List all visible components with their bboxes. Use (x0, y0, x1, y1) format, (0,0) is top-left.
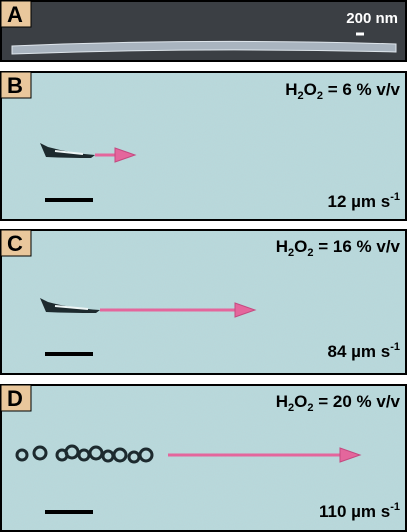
panel-label: A (7, 2, 23, 27)
condition-text: H (276, 392, 288, 411)
condition-label: H2O2 = 20 % v/v (276, 392, 401, 414)
condition-text: H (285, 80, 297, 99)
panel-label: C (7, 231, 23, 256)
condition-text: = 16 % v/v (314, 237, 401, 256)
condition-text: = 6 % v/v (323, 80, 401, 99)
speed-text: 84 µm s (327, 342, 390, 361)
speed-label: 12 µm s-1 (327, 191, 400, 211)
scale-label: 200 nm (346, 10, 398, 27)
condition-text: H (276, 237, 288, 256)
superscript: -1 (390, 191, 400, 203)
superscript: -1 (390, 501, 400, 513)
condition-text: = 20 % v/v (314, 392, 401, 411)
speed-text: 110 µm s (319, 502, 390, 521)
condition-text: O (304, 80, 317, 99)
speed-label: 84 µm s-1 (327, 341, 400, 361)
condition-text: O (294, 392, 307, 411)
condition-label: H2O2 = 16 % v/v (276, 237, 401, 259)
panel-label: D (7, 386, 23, 411)
speed-label: 110 µm s-1 (319, 501, 400, 521)
panel-label: B (7, 73, 23, 98)
figure: 200 nmAH2O2 = 6 % v/v12 µm s-1BH2O2 = 16… (0, 0, 407, 532)
condition-text: O (294, 237, 307, 256)
superscript: -1 (390, 341, 400, 353)
speed-text: 12 µm s (327, 192, 390, 211)
